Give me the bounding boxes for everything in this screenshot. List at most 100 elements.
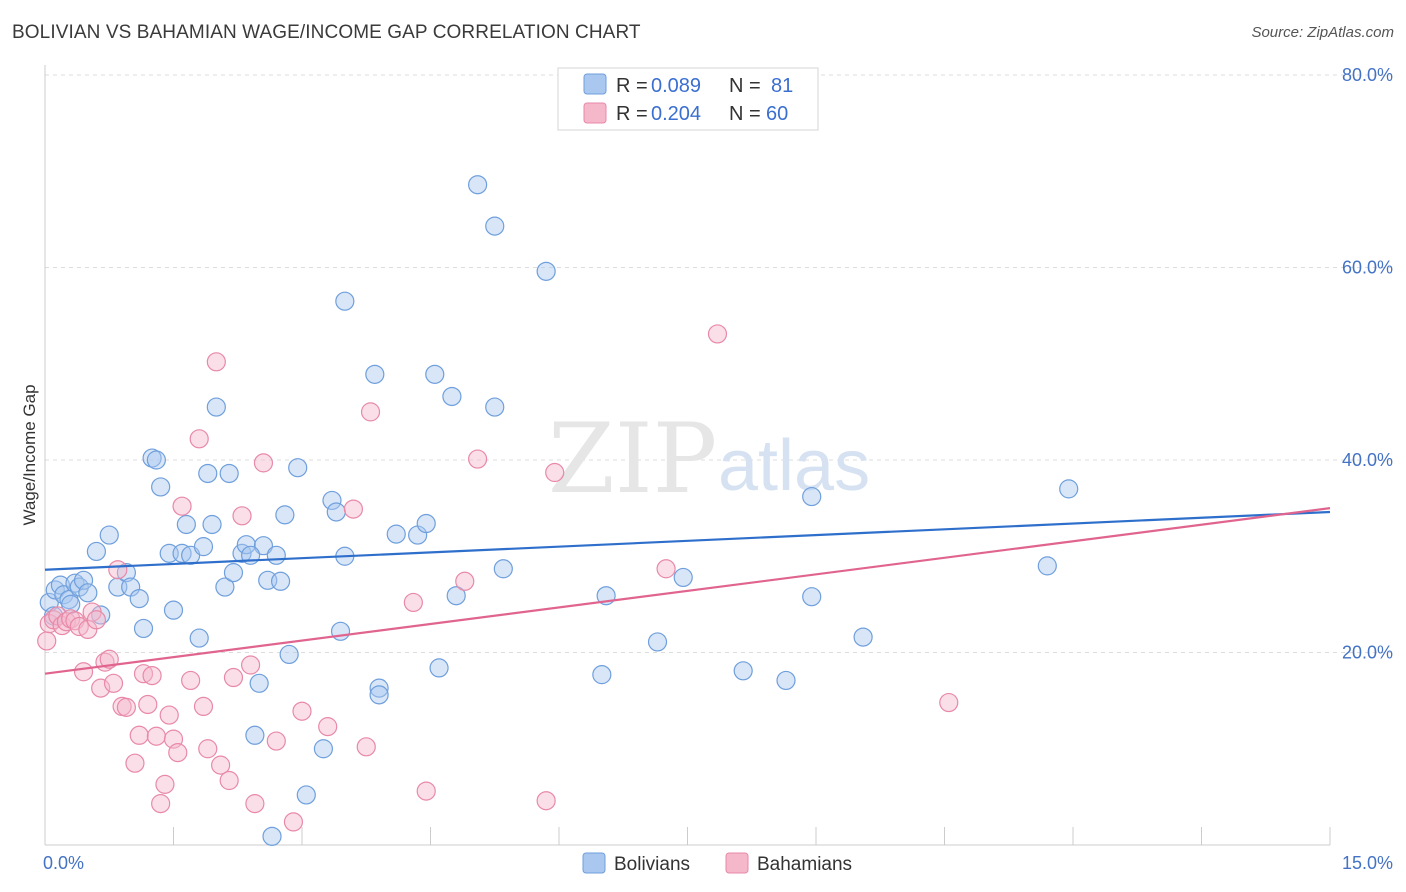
bahamians-point bbox=[138, 694, 158, 715]
bolivians-point bbox=[733, 661, 753, 681]
bolivians-point bbox=[253, 536, 274, 556]
bolivians-point bbox=[468, 175, 488, 195]
bolivians-point bbox=[245, 725, 265, 745]
bolivians-point bbox=[163, 600, 184, 620]
bolivians-point bbox=[202, 514, 222, 535]
y-tick-label: 60.0% bbox=[1342, 258, 1393, 278]
bahamians-point bbox=[103, 673, 124, 693]
bolivians-point bbox=[279, 644, 299, 665]
bahamians-point bbox=[468, 449, 488, 469]
bolivians-point bbox=[776, 670, 796, 691]
bolivians-point bbox=[416, 513, 436, 534]
bolivians-point bbox=[215, 577, 235, 597]
bolivians-point bbox=[176, 514, 196, 535]
bolivians-point bbox=[853, 627, 873, 647]
bolivians-point bbox=[206, 397, 226, 417]
bahamians-point bbox=[416, 781, 436, 801]
source-label: Source: ZipAtlas.com bbox=[1251, 24, 1394, 41]
x-tick-label: 0.0% bbox=[43, 853, 84, 873]
bolivians-point bbox=[275, 505, 295, 525]
axes bbox=[44, 65, 1331, 846]
bolivians-point bbox=[802, 486, 822, 507]
bahamians-point bbox=[318, 717, 338, 737]
bahamians-point bbox=[253, 453, 274, 473]
bolivians-point bbox=[270, 571, 291, 591]
bolivians-point bbox=[223, 563, 244, 583]
legend-r-label-bahamians: R = bbox=[616, 103, 648, 125]
bolivians-point bbox=[485, 397, 505, 417]
bahamians-point bbox=[125, 753, 145, 773]
bolivians-point bbox=[219, 463, 239, 484]
bahamians-point bbox=[211, 755, 231, 775]
legend-r-value-bolivians: 0.089 bbox=[651, 75, 701, 97]
bolivians-point bbox=[1037, 556, 1057, 576]
bolivians-point bbox=[288, 458, 308, 478]
bahamians-point bbox=[129, 725, 149, 745]
y-axis-label: Wage/Income Gap bbox=[20, 384, 39, 525]
bottom-legend-label-bolivians: Bolivians bbox=[614, 854, 690, 875]
bahamians-point bbox=[198, 739, 218, 759]
bahamians-point bbox=[545, 462, 565, 483]
bahamians-point bbox=[108, 560, 128, 580]
bolivians-point bbox=[802, 587, 822, 607]
bolivians-point bbox=[262, 826, 282, 846]
bolivians-point bbox=[446, 586, 466, 606]
bahamians-point bbox=[172, 496, 192, 516]
bottom-legend-label-bahamians: Bahamians bbox=[757, 854, 852, 875]
bolivians-point bbox=[266, 545, 286, 565]
bahamians-point bbox=[241, 655, 261, 675]
y-tick-label: 20.0% bbox=[1342, 643, 1393, 663]
bolivians-point bbox=[365, 364, 385, 384]
bottom-legend-swatch-bahamians bbox=[725, 852, 749, 874]
bolivians-point bbox=[429, 658, 449, 678]
bolivians-point bbox=[647, 632, 668, 652]
legend-n-label-bolivians: N = bbox=[729, 75, 761, 97]
watermark: ZIP atlas bbox=[548, 403, 870, 515]
bolivians-point bbox=[189, 628, 209, 648]
bolivians-point bbox=[146, 450, 166, 470]
bolivians-point bbox=[673, 567, 693, 588]
watermark-zip: ZIP bbox=[548, 403, 717, 515]
bahamians-point bbox=[181, 670, 201, 691]
bahamians-point bbox=[939, 692, 959, 713]
bahamians-point bbox=[91, 678, 111, 698]
bahamians-point bbox=[356, 737, 376, 757]
bahamians-point bbox=[73, 662, 94, 682]
bolivians-point bbox=[442, 386, 462, 407]
legend-swatch-bolivians bbox=[583, 73, 607, 95]
bolivians-point bbox=[151, 477, 171, 497]
legend-n-label-bahamians: N = bbox=[729, 103, 761, 125]
bahamians-point bbox=[536, 791, 556, 811]
bolivians-point bbox=[129, 588, 149, 609]
bahamians-point bbox=[707, 324, 728, 344]
bahamians-point bbox=[283, 812, 304, 832]
bahamians-point bbox=[86, 610, 107, 630]
bolivians-point bbox=[99, 525, 119, 545]
bahamians-point bbox=[223, 667, 244, 688]
bahamians-point bbox=[193, 696, 214, 717]
bahamians-point bbox=[292, 701, 312, 721]
bolivians-point bbox=[326, 502, 346, 522]
bolivians-point bbox=[425, 364, 445, 384]
bahamians-point bbox=[37, 631, 57, 651]
bolivians-trend-line bbox=[44, 510, 1331, 571]
trend-lines bbox=[44, 507, 1331, 675]
bahamians-points bbox=[37, 324, 959, 832]
bolivians-point bbox=[386, 524, 406, 544]
bahamians-point bbox=[360, 402, 381, 422]
bahamians-point bbox=[206, 352, 226, 372]
chart-title: BOLIVIAN VS BAHAMIAN WAGE/INCOME GAP COR… bbox=[12, 22, 641, 43]
tick-labels: 20.0% 40.0% 60.0% 80.0% 0.0% 15.0% bbox=[43, 65, 1393, 873]
watermark-atlas: atlas bbox=[718, 426, 870, 506]
series-legend: Bolivians Bahamians bbox=[582, 852, 852, 875]
bahamians-point bbox=[403, 592, 423, 613]
correlation-legend: R = 0.089 N = 81 R = 0.204 N = 60 bbox=[557, 67, 819, 131]
legend-r-value-bahamians: 0.204 bbox=[651, 103, 701, 125]
bottom-legend-swatch-bolivians bbox=[582, 852, 606, 874]
bolivians-point bbox=[198, 463, 218, 484]
legend-n-value-bolivians: 81 bbox=[771, 75, 793, 97]
bahamians-point bbox=[219, 770, 239, 791]
bolivians-point bbox=[73, 570, 94, 590]
bolivians-point bbox=[249, 673, 269, 693]
